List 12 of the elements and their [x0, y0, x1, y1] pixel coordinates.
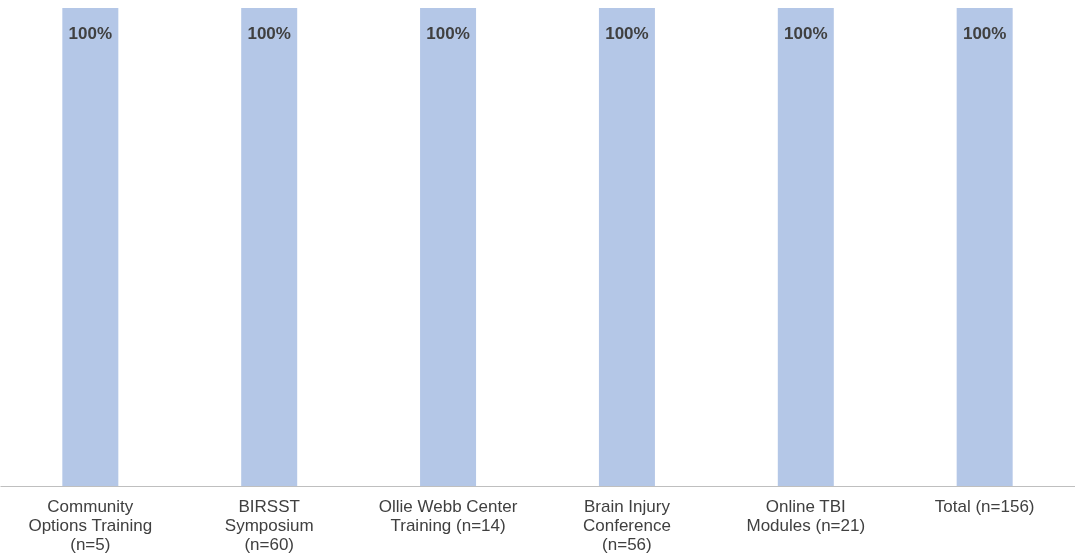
data-label: 100% [247, 24, 291, 43]
x-tick-label: Ollie Webb Center Training (n=14) [378, 496, 518, 535]
x-tick-label: BIRSST Symposium (n=60) [224, 496, 314, 554]
data-label: 100% [605, 24, 649, 43]
x-tick-label: Community Options Training (n=5) [28, 496, 153, 554]
data-label: 100% [784, 24, 828, 43]
data-label: 100% [68, 24, 113, 43]
data-label: 100% [426, 24, 470, 43]
x-tick-label: Online TBI Modules (n=21) [746, 496, 866, 535]
data-label: 100% [962, 24, 1007, 43]
x-tick-label: Brain Injury Conference (n=56) [582, 496, 671, 554]
x-tick-label: Total (n=156) [934, 496, 1035, 516]
